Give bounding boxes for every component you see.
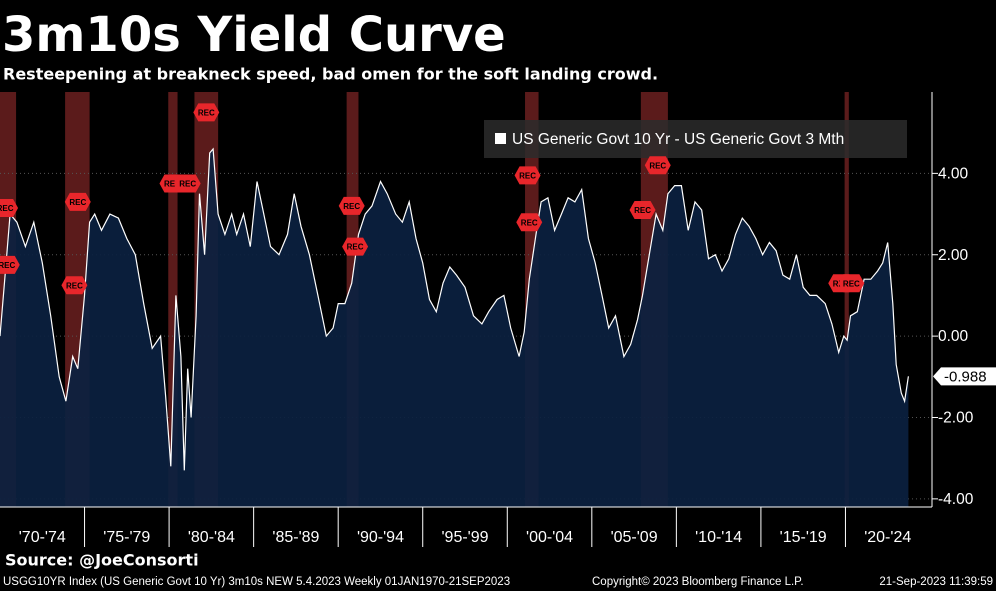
- footer-left: USGG10YR Index (US Generic Govt 10 Yr) 3…: [3, 576, 510, 588]
- rec-label: REC: [843, 279, 860, 288]
- rec-label: REC: [0, 261, 15, 270]
- source: Source: @JoeConsorti: [5, 551, 199, 570]
- rec-label: REC: [347, 243, 364, 252]
- rec-marker: [64, 192, 91, 211]
- x-period-label: '05-'09: [611, 529, 658, 546]
- y-tick-label: 2.00: [938, 247, 969, 264]
- rec-marker: [838, 274, 865, 293]
- line: [0, 147, 909, 471]
- rec-label: REC: [521, 218, 538, 227]
- rec-label: REC: [198, 108, 215, 117]
- rec-marker: [514, 166, 541, 185]
- rec-marker: [516, 213, 543, 232]
- x-period-label: '85-'89: [272, 529, 319, 546]
- x-period-label: '00-'04: [526, 529, 573, 546]
- rec-marker: [644, 156, 671, 175]
- chart-subtitle: Resteepening at breakneck speed, bad ome…: [3, 65, 658, 84]
- rec-label: REC: [519, 172, 536, 181]
- footer-right: 21-Sep-2023 11:39:59: [879, 576, 993, 588]
- recession-band: [168, 92, 178, 507]
- x-period-label: '80-'84: [188, 529, 235, 546]
- rec-label: REC: [634, 206, 651, 215]
- rec-label: REC: [69, 198, 86, 207]
- rec-label: REC: [343, 202, 360, 211]
- last-value-label: -0.988: [944, 368, 987, 385]
- rec-marker: [174, 174, 201, 193]
- rec-marker: [193, 103, 220, 122]
- legend-box: [484, 120, 907, 158]
- x-period-label: '90-'94: [357, 529, 404, 546]
- x-period-label: '70-'74: [19, 529, 66, 546]
- x-period-label: '95-'99: [441, 529, 488, 546]
- rec-label: REC: [164, 180, 181, 189]
- rec-marker: [338, 196, 365, 215]
- y-tick-label: -2.00: [938, 410, 974, 427]
- y-tick-label: -4.00: [938, 491, 974, 508]
- footer-center: Copyright© 2023 Bloomberg Finance L.P.: [592, 576, 804, 588]
- legend-label: US Generic Govt 10 Yr - US Generic Govt …: [512, 131, 844, 148]
- last-value-box: [933, 367, 996, 386]
- rec-marker: [61, 276, 88, 295]
- rec-marker: [629, 200, 656, 219]
- x-period-label: '15-'19: [780, 529, 827, 546]
- x-period-label: '75-'79: [103, 529, 150, 546]
- rec-label: REC: [66, 281, 83, 290]
- rec-label: REC: [649, 161, 666, 170]
- area: [0, 149, 909, 507]
- rec-label: REC: [179, 180, 196, 189]
- rec-marker: [0, 255, 20, 274]
- chart-title: 3m10s Yield Curve: [2, 7, 506, 63]
- x-period-label: '20-'24: [864, 529, 911, 546]
- legend-swatch: [495, 133, 506, 144]
- x-period-label: '10-'14: [695, 529, 742, 546]
- y-tick-label: 4.00: [938, 165, 969, 182]
- recession-band: [844, 92, 849, 507]
- y-tick-label: 0.00: [938, 328, 969, 345]
- plot-area: -0.988 US Generic Govt 10 Yr - US Generic…: [0, 92, 996, 547]
- rec-label: REC: [0, 204, 14, 213]
- rec-marker: [0, 198, 19, 217]
- rec-marker: [342, 237, 369, 256]
